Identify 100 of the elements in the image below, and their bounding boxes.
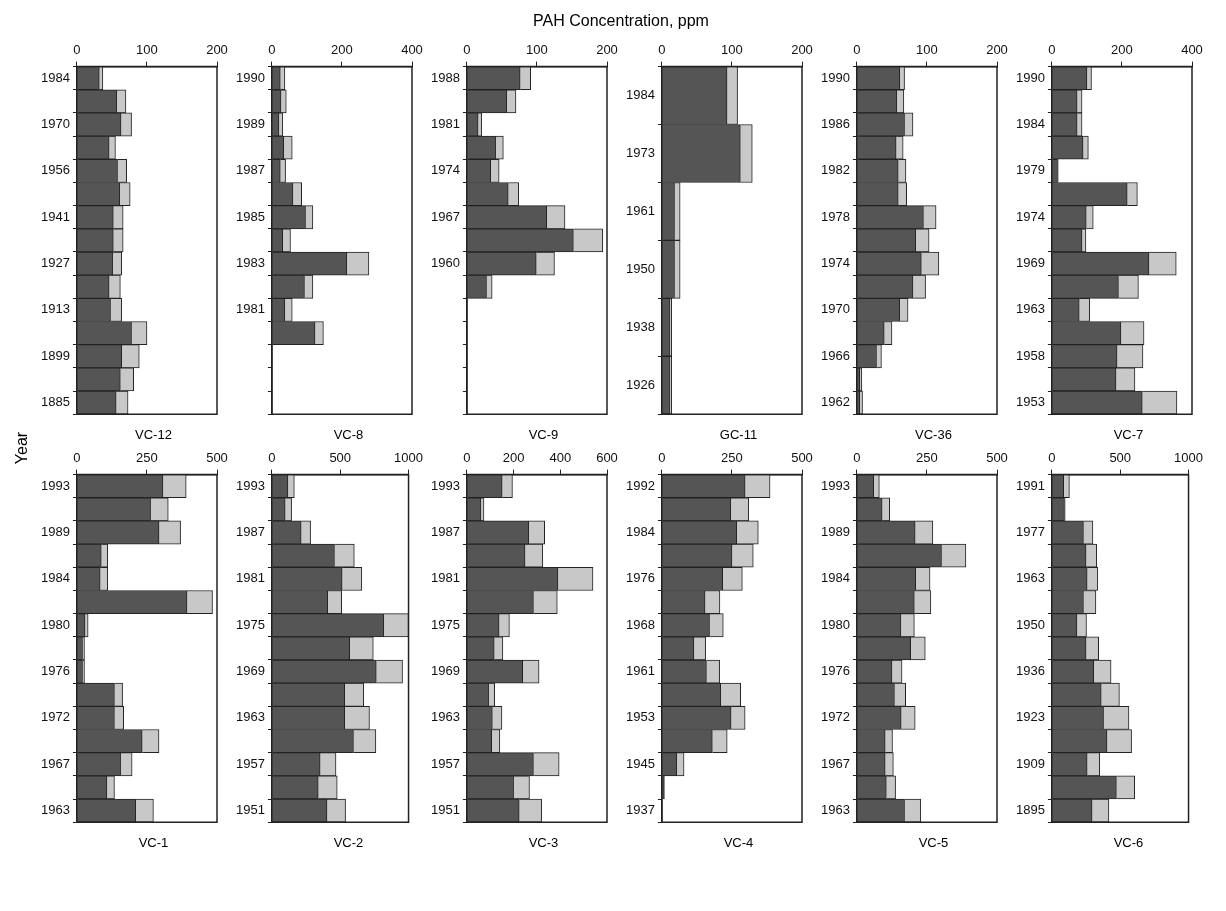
x-tick-label: 200 [596, 42, 618, 58]
y-axis-title: Year [13, 431, 31, 465]
y-tick-label: 1958 [1016, 347, 1045, 363]
y-tick-label: 1899 [41, 347, 70, 363]
x-axis-title: GC-11 [718, 427, 758, 442]
x-tick-label: 0 [463, 450, 471, 466]
y-tick-label: 1957 [236, 755, 265, 771]
y-tick-label: 1990 [821, 69, 850, 85]
x-tick-label: 100 [526, 42, 548, 58]
y-tick-label: 1980 [41, 616, 70, 632]
y-tick-label: 1989 [41, 524, 70, 540]
x-tick-label: 500 [206, 450, 228, 466]
x-tick-label: 400 [401, 42, 423, 58]
y-tick-label: 1975 [431, 616, 460, 632]
y-tick-label: 1985 [236, 208, 265, 224]
y-tick-label: 1976 [821, 663, 850, 679]
y-tick-label: 1993 [431, 477, 460, 493]
y-tick-label: 1953 [1016, 394, 1045, 410]
x-tick-label: 200 [791, 42, 813, 58]
y-tick-label: 1974 [1016, 208, 1045, 224]
y-tick-label: 1977 [1016, 524, 1045, 540]
y-tick-label: 1981 [431, 116, 460, 132]
y-tick-label: 1993 [236, 477, 265, 493]
y-tick-label: 1991 [1016, 477, 1045, 493]
y-tick-label: 1961 [626, 203, 655, 219]
y-tick-label: 1969 [431, 663, 460, 679]
x-tick-label: 600 [596, 450, 618, 466]
x-tick-label: 400 [1181, 42, 1203, 58]
y-tick-label: 1978 [821, 208, 850, 224]
y-tick-label: 1937 [626, 802, 655, 818]
x-tick-label: 0 [853, 42, 861, 58]
y-tick-label: 1970 [821, 301, 850, 317]
y-tick-label: 1981 [431, 570, 460, 586]
y-tick-label: 1956 [41, 162, 70, 178]
y-tick-label: 1970 [41, 116, 70, 132]
y-tick-label: 1984 [626, 524, 655, 540]
x-tick-label: 250 [916, 450, 938, 466]
y-tick-label: 1963 [1016, 301, 1045, 317]
x-axis-title: VC-9 [527, 427, 559, 442]
y-tick-label: 1986 [821, 116, 850, 132]
x-axis-title: VC-7 [1112, 427, 1144, 442]
y-tick-label: 1993 [821, 477, 850, 493]
x-tick-label: 200 [1111, 42, 1133, 58]
y-tick-label: 1895 [1016, 802, 1045, 818]
x-tick-label: 400 [549, 450, 572, 466]
x-tick-label: 0 [658, 42, 666, 58]
y-tick-label: 1945 [626, 755, 655, 771]
y-tick-label: 1976 [41, 663, 70, 679]
y-tick-label: 1961 [626, 663, 655, 679]
y-tick-label: 1983 [236, 255, 265, 271]
y-tick-label: 1988 [431, 69, 460, 85]
y-tick-label: 1982 [821, 162, 850, 178]
x-tick-label: 0 [463, 42, 471, 58]
x-tick-label: 0 [73, 450, 81, 466]
x-axis-title: VC-2 [332, 835, 364, 850]
x-tick-label: 1000 [394, 450, 423, 466]
y-tick-label: 1975 [236, 616, 265, 632]
y-tick-label: 1987 [236, 524, 265, 540]
y-tick-label: 1967 [41, 755, 70, 771]
y-tick-label: 1972 [821, 709, 850, 725]
y-tick-label: 1968 [626, 616, 655, 632]
y-tick-label: 1989 [821, 524, 850, 540]
y-tick-label: 1976 [626, 570, 655, 586]
y-tick-label: 1926 [626, 376, 655, 392]
y-tick-label: 1923 [1016, 709, 1045, 725]
x-tick-label: 200 [502, 450, 525, 466]
x-tick-label: 0 [268, 42, 276, 58]
y-tick-label: 1909 [1016, 755, 1045, 771]
y-tick-label: 1962 [821, 394, 850, 410]
y-tick-label: 1993 [41, 477, 70, 493]
x-tick-label: 500 [1109, 450, 1132, 466]
y-tick-label: 1951 [236, 802, 265, 818]
y-tick-label: 1992 [626, 477, 655, 493]
y-tick-label: 1963 [431, 709, 460, 725]
x-tick-label: 0 [658, 450, 666, 466]
x-tick-label: 100 [136, 42, 158, 58]
y-tick-label: 1969 [236, 663, 265, 679]
x-tick-label: 100 [721, 42, 743, 58]
y-tick-label: 1969 [1016, 255, 1045, 271]
y-tick-label: 1963 [821, 802, 850, 818]
y-tick-label: 1966 [821, 347, 850, 363]
y-tick-label: 1938 [626, 318, 655, 334]
x-tick-label: 200 [986, 42, 1008, 58]
x-axis-title: VC-12 [134, 427, 172, 442]
y-tick-label: 1963 [1016, 570, 1045, 586]
chart-title: PAH Concentration, ppm [533, 12, 709, 30]
y-tick-label: 1974 [431, 162, 460, 178]
y-tick-label: 1960 [431, 255, 460, 271]
y-tick-label: 1963 [41, 802, 70, 818]
x-tick-label: 0 [268, 450, 276, 466]
y-tick-label: 1957 [431, 755, 460, 771]
x-tick-label: 250 [136, 450, 158, 466]
y-tick-label: 1967 [431, 208, 460, 224]
x-axis-title: VC-6 [1112, 835, 1144, 850]
y-tick-label: 1972 [41, 709, 70, 725]
x-tick-label: 500 [791, 450, 813, 466]
y-tick-label: 1984 [1016, 116, 1045, 132]
x-tick-label: 200 [206, 42, 228, 58]
y-tick-label: 1990 [236, 69, 265, 85]
x-axis-title: VC-4 [722, 835, 754, 850]
